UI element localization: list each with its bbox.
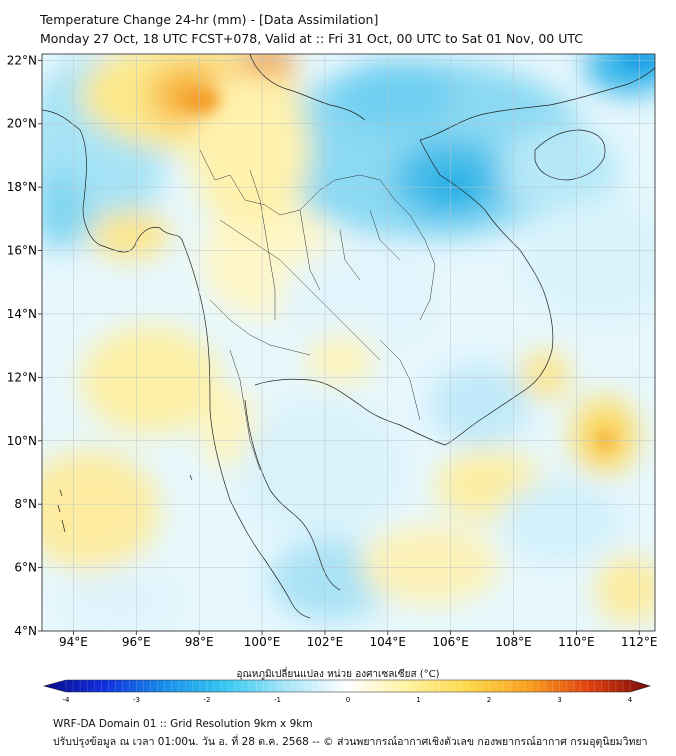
grid-lines xyxy=(42,54,655,631)
colorbar-tick-label: 2 xyxy=(487,696,491,704)
temperature-change-map: 94°E 96°E 98°E 100°E 102°E 104°E 106°E 108°E 110… xyxy=(7,53,658,704)
temperature-field xyxy=(42,54,655,631)
lat-label: 16°N xyxy=(7,244,37,258)
lon-label: 102°E xyxy=(307,635,344,649)
footer-line-1: WRF-DA Domain 01 :: Grid Resolution 9km … xyxy=(53,718,313,730)
footer-line-2: ปรับปรุงข้อมูล ณ เวลา 01:00น. วัน อ. ที่… xyxy=(53,736,648,748)
latitude-labels: 22°N 20°N 18°N 16°N 14°N 12°N 10°N 8°N 6°N 4°N xyxy=(7,53,42,638)
lat-label: 6°N xyxy=(14,561,37,575)
colorbar-tick-label: 4 xyxy=(628,696,633,704)
longitude-labels: 94°E 96°E 98°E 100°E 102°E 104°E 106°E 108°E 110… xyxy=(59,631,658,649)
colorbar-tick-label: 1 xyxy=(416,696,420,704)
title-line-1: Temperature Change 24-hr (mm) - [Data As… xyxy=(40,12,379,27)
lat-label: 12°N xyxy=(7,370,37,384)
lon-label: 108°E xyxy=(495,635,532,649)
lat-label: 14°N xyxy=(7,307,37,321)
colorbar-tick-label: 3 xyxy=(557,696,561,704)
lon-label: 112°E xyxy=(621,635,658,649)
colorbar: -4 -3 -2 -1 0 1 2 3 4 xyxy=(42,679,652,704)
lon-label: 106°E xyxy=(432,635,469,649)
admin-borders xyxy=(199,149,436,471)
colorbar-tick-label: 0 xyxy=(346,696,350,704)
colorbar-label: อุณหภูมิเปลี่ยนแปลง หน่วย องศาเซลเซียส (… xyxy=(236,669,440,680)
colorbar-tick-label: -2 xyxy=(204,696,211,704)
colorbar-tick-label: -4 xyxy=(63,696,71,704)
coastlines xyxy=(42,54,655,619)
map-frame xyxy=(41,53,656,632)
lat-label: 20°N xyxy=(7,117,37,131)
lon-label: 100°E xyxy=(244,635,281,649)
lat-label: 10°N xyxy=(7,434,37,448)
lon-label: 104°E xyxy=(370,635,407,649)
colorbar-tick-label: -3 xyxy=(133,696,140,704)
lon-label: 96°E xyxy=(122,635,151,649)
lon-label: 98°E xyxy=(185,635,214,649)
colorbar-tick-label: -1 xyxy=(274,696,281,704)
lat-label: 22°N xyxy=(7,53,37,67)
title-line-2: Monday 27 Oct, 18 UTC FCST+078, Valid at… xyxy=(40,31,583,46)
lon-label: 110°E xyxy=(558,635,595,649)
lat-label: 18°N xyxy=(7,180,37,194)
lat-label: 8°N xyxy=(14,497,37,511)
lat-label: 4°N xyxy=(14,624,37,638)
lon-label: 94°E xyxy=(59,635,88,649)
